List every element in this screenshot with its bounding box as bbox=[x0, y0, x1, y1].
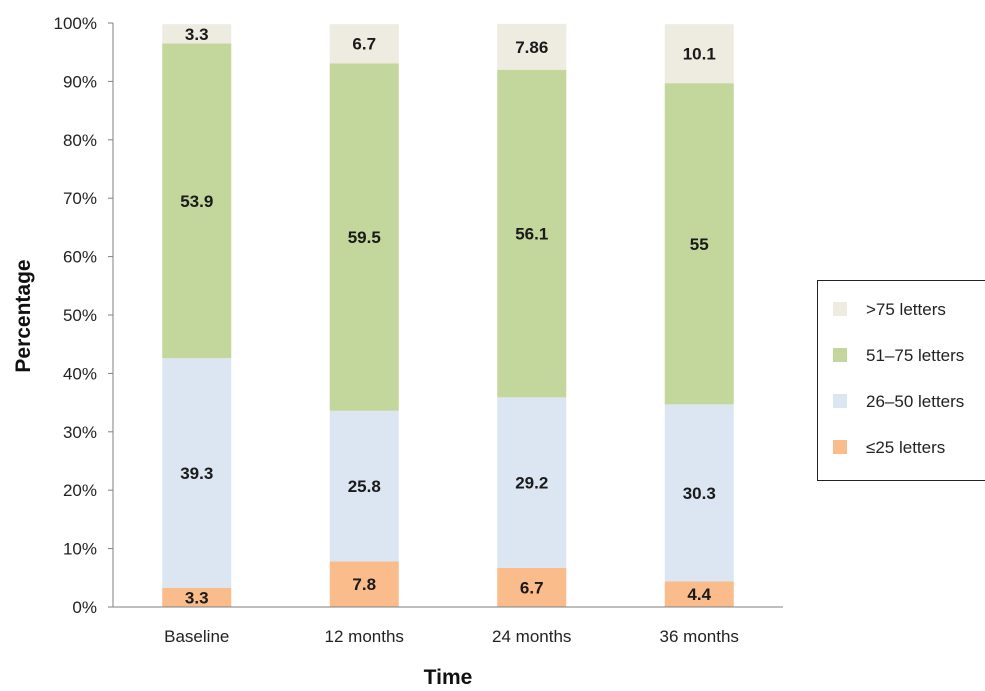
data-label: 55 bbox=[690, 235, 709, 254]
bar-segment bbox=[329, 561, 399, 607]
bar-segment bbox=[162, 43, 232, 359]
x-tick-label: 12 months bbox=[325, 627, 404, 646]
data-label: 59.5 bbox=[348, 228, 381, 247]
bar-segment bbox=[162, 587, 232, 607]
y-tick-label: 100% bbox=[54, 14, 97, 33]
legend: >75 letters 51–75 letters 26–50 letters ≤25… bbox=[817, 280, 985, 481]
bar-segment bbox=[329, 24, 399, 64]
y-tick-label: 70% bbox=[63, 189, 97, 208]
bar-segment bbox=[664, 581, 734, 607]
bar-segment bbox=[162, 358, 232, 588]
y-tick-label: 60% bbox=[63, 248, 97, 267]
bar-stack: 4.4 30.3 55 10.1 bbox=[664, 24, 734, 607]
bar-stack: 7.8 25.8 59.5 6.7 bbox=[329, 24, 399, 607]
bars: 3.3 39.3 53.9 3.3 7.8 25.8 59.5 6.7 6.7 29.2 56.1 7… bbox=[162, 23, 734, 607]
y-tick-label: 20% bbox=[63, 481, 97, 500]
bar-segment bbox=[664, 83, 734, 405]
y-tick-label: 30% bbox=[63, 423, 97, 442]
legend-swatch bbox=[833, 348, 847, 362]
data-label: 6.7 bbox=[520, 578, 544, 597]
data-label: 3.3 bbox=[185, 25, 209, 44]
y-tick-label: 40% bbox=[63, 364, 97, 383]
x-axis: Baseline 12 months 24 months 36 months bbox=[113, 606, 783, 646]
legend-swatch bbox=[833, 394, 847, 408]
x-axis-title: Time bbox=[424, 666, 473, 689]
y-tick-label: 80% bbox=[63, 131, 97, 150]
bar-segment bbox=[497, 23, 567, 70]
data-label: 29.2 bbox=[515, 474, 548, 493]
bar-segment bbox=[664, 24, 734, 84]
data-label: 3.3 bbox=[185, 588, 209, 607]
legend-swatch bbox=[833, 440, 847, 454]
y-tick-label: 0% bbox=[72, 598, 97, 617]
x-tick-label: 24 months bbox=[492, 627, 571, 646]
bar-stack: 6.7 29.2 56.1 7.86 bbox=[497, 23, 567, 607]
x-tick-label: 36 months bbox=[660, 627, 739, 646]
legend-label: ≤25 letters bbox=[866, 438, 945, 457]
bar-stack: 3.3 39.3 53.9 3.3 bbox=[162, 24, 232, 607]
bar-segment bbox=[329, 410, 399, 562]
bar-segment bbox=[664, 404, 734, 582]
bar-segment bbox=[329, 63, 399, 411]
y-tick-label: 90% bbox=[63, 72, 97, 91]
legend-label: 51–75 letters bbox=[866, 346, 964, 365]
bar-segment bbox=[497, 69, 567, 398]
data-label: 30.3 bbox=[683, 484, 716, 503]
legend-label: >75 letters bbox=[866, 300, 946, 319]
legend-item: ≤25 letters bbox=[833, 438, 945, 457]
data-label: 4.4 bbox=[687, 585, 711, 604]
data-label: 53.9 bbox=[180, 192, 213, 211]
bar-segment bbox=[162, 24, 232, 44]
y-axis-title: Percentage bbox=[12, 259, 35, 372]
legend-item: >75 letters bbox=[833, 300, 946, 319]
data-label: 6.7 bbox=[352, 35, 376, 54]
y-axis: 0% 10% 20% 30% 40% 50% 60% 70% 80% 90% 100% bbox=[54, 14, 114, 617]
bar-segment bbox=[497, 397, 567, 568]
data-label: 7.8 bbox=[352, 575, 376, 594]
legend-swatch bbox=[833, 302, 847, 316]
data-label: 25.8 bbox=[348, 477, 381, 496]
data-label: 7.86 bbox=[515, 38, 548, 57]
y-tick-label: 50% bbox=[63, 306, 97, 325]
x-tick-label: Baseline bbox=[164, 627, 229, 646]
data-label: 56.1 bbox=[515, 225, 548, 244]
data-label: 10.1 bbox=[683, 45, 716, 64]
data-label: 39.3 bbox=[180, 464, 213, 483]
legend-item: 26–50 letters bbox=[833, 392, 964, 411]
y-tick-label: 10% bbox=[63, 540, 97, 559]
legend-label: 26–50 letters bbox=[866, 392, 964, 411]
bar-segment bbox=[497, 567, 567, 607]
legend-item: 51–75 letters bbox=[833, 346, 964, 365]
